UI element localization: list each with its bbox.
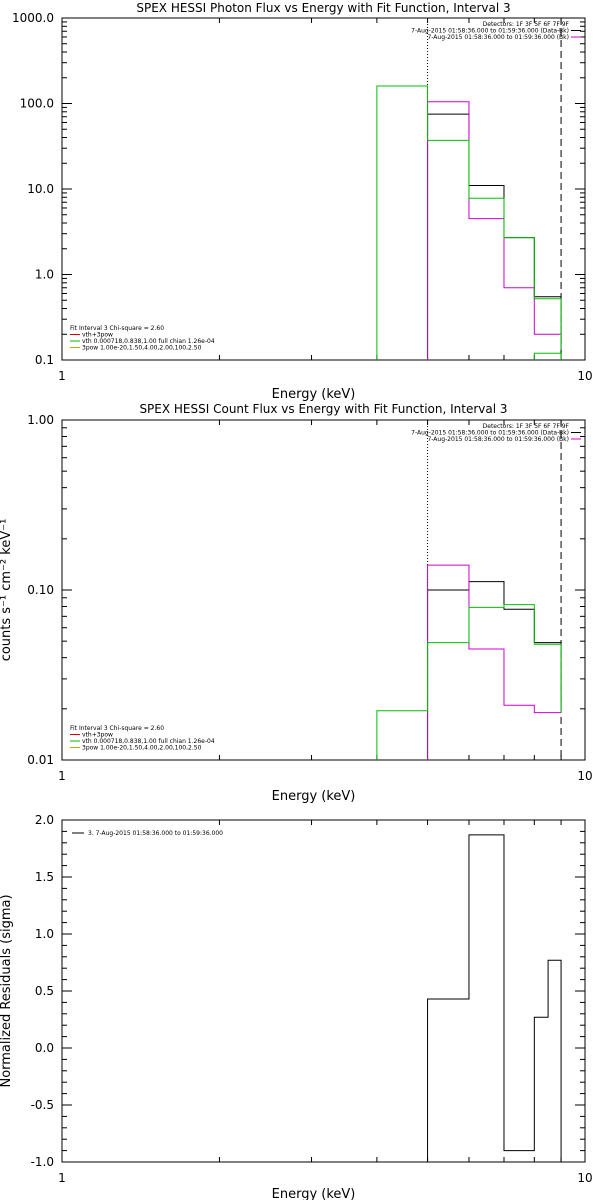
series-bk-line — [427, 564, 562, 760]
y-tick-label: 2.0 — [35, 813, 54, 827]
y-tick-label: 1.00 — [27, 413, 54, 427]
y-tick-label: 1.0 — [35, 927, 54, 941]
x-tick-label: 10 — [577, 769, 592, 783]
series-fit-line — [376, 604, 562, 760]
chart-title: SPEX HESSI Count Flux vs Energy with Fit… — [139, 402, 507, 416]
legend-entry: 3. 7-Aug-2015 01:58:36.000 to 01:59:36.0… — [88, 830, 223, 837]
y-axis-label: counts s⁻¹ cm⁻² keV⁻¹ — [0, 519, 14, 662]
x-axis-label: Energy (keV) — [272, 387, 356, 402]
header-line: 7-Aug-2015 01:58:36.000 to 01:59:36.000 … — [411, 430, 569, 437]
panel-3 — [61, 819, 586, 1163]
y-tick-label: 1.0 — [35, 268, 54, 282]
y-tick-label: 0.5 — [35, 984, 54, 998]
legend-entry: 3pow 1.00e-20,1.50,4.00,2.00,100,2.50 — [82, 745, 202, 752]
x-tick-label: 10 — [577, 1171, 592, 1185]
y-tick-label: 10.0 — [27, 182, 54, 196]
x-tick-label: 1 — [58, 369, 66, 383]
panel-2 — [61, 419, 586, 761]
y-tick-label: 0.1 — [35, 353, 54, 367]
legend-entry: 3pow 1.00e-20,1.50,4.00,2.00,100,2.50 — [82, 345, 202, 352]
legend-entry: vth+3pow — [82, 732, 113, 739]
series-fit2-line — [533, 352, 562, 360]
legend-entry: vth 0.000718,0.838,1.00 full chian 1.26e… — [82, 738, 215, 745]
plot-frame — [61, 17, 586, 361]
y-tick-label: 100.0 — [20, 97, 54, 111]
x-tick-label: 1 — [58, 1171, 66, 1185]
y-tick-label: -1.0 — [31, 1155, 54, 1169]
series-resid-line — [427, 834, 562, 1162]
series-data-line — [427, 581, 562, 760]
y-tick-label: 1.5 — [35, 870, 54, 884]
header-line: 7-Aug-2015 01:58:36.000 to 01:59:36.000 … — [411, 28, 569, 35]
series-data-line — [427, 113, 562, 360]
x-axis-label: Energy (keV) — [272, 1187, 356, 1200]
plot-frame — [61, 419, 586, 761]
panel-1 — [61, 17, 586, 361]
y-tick-label: 0.01 — [27, 753, 54, 767]
series-fit-line — [376, 85, 562, 360]
y-tick-label: -0.5 — [31, 1098, 54, 1112]
header-line: Detectors: 1F 3F 5F 6F 7F 9F — [483, 21, 570, 28]
header-line: 7-Aug-2015 01:58:36.000 to 01:59:36.000 … — [427, 436, 569, 443]
y-tick-label: 0.0 — [35, 1041, 54, 1055]
plot-frame — [61, 819, 586, 1163]
legend-entry: vth 0.000718,0.838,1.00 full chian 1.26e… — [82, 338, 215, 345]
x-axis-label: Energy (keV) — [272, 789, 356, 804]
chart-title: SPEX HESSI Photon Flux vs Energy with Fi… — [136, 1, 510, 15]
y-tick-label: 0.10 — [27, 583, 54, 597]
series-bk-line — [427, 101, 562, 360]
header-line: Detectors: 1F 3F 5F 6F 7F 9F — [483, 423, 570, 430]
x-tick-label: 1 — [58, 769, 66, 783]
y-axis-label: Normalized Residuals (sigma) — [0, 894, 14, 1087]
y-tick-label: 1000.0 — [12, 11, 54, 25]
x-tick-label: 10 — [577, 369, 592, 383]
header-line: 7-Aug-2015 01:58:36.000 to 01:59:36.000 … — [427, 34, 569, 41]
legend-entry: Fit Interval 3 Chi-square = 2.60 — [70, 325, 164, 332]
legend-entry: vth+3pow — [82, 332, 113, 339]
legend-entry: Fit Interval 3 Chi-square = 2.60 — [70, 725, 164, 732]
